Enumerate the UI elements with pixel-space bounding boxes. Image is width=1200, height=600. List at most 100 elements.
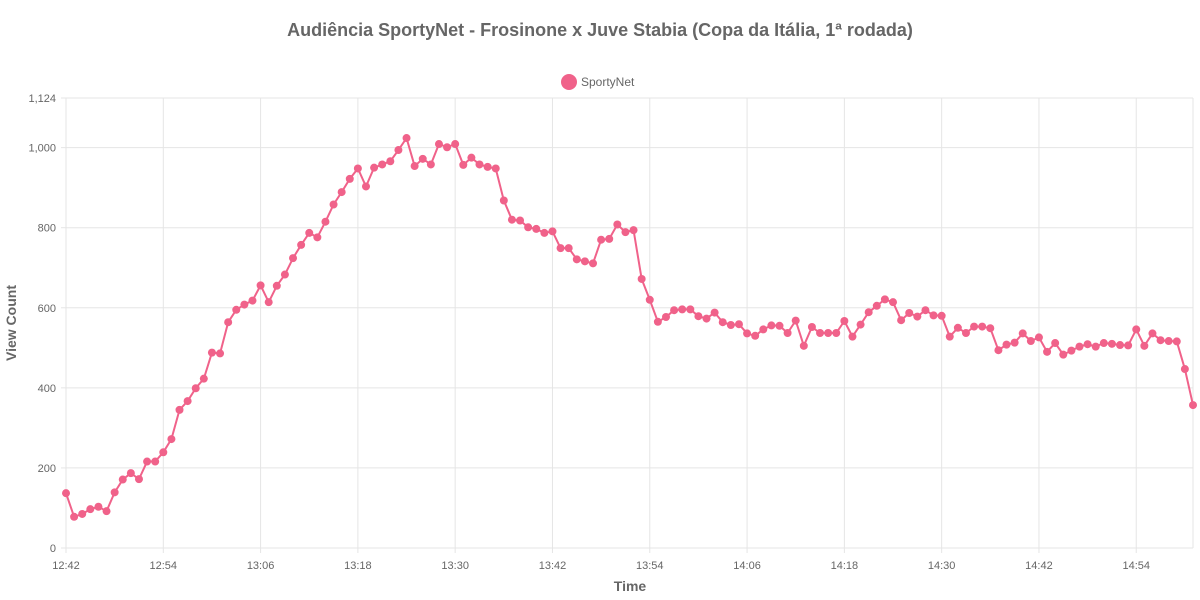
data-point[interactable] <box>1075 342 1084 351</box>
data-point[interactable] <box>605 234 614 243</box>
data-point[interactable] <box>824 329 833 338</box>
data-point[interactable] <box>443 143 452 152</box>
data-point[interactable] <box>661 312 670 321</box>
data-point[interactable] <box>1099 339 1108 348</box>
data-point[interactable] <box>524 223 533 232</box>
data-point[interactable] <box>451 140 460 149</box>
data-point[interactable] <box>994 346 1003 355</box>
data-point[interactable] <box>207 348 216 357</box>
data-point[interactable] <box>572 255 581 264</box>
data-point[interactable] <box>832 329 841 338</box>
data-point[interactable] <box>94 502 103 511</box>
data-point[interactable] <box>726 321 735 329</box>
data-point[interactable] <box>791 316 800 325</box>
data-point[interactable] <box>686 305 695 314</box>
data-point[interactable] <box>1051 339 1060 348</box>
data-point[interactable] <box>653 317 662 326</box>
data-point[interactable] <box>1148 329 1157 338</box>
data-point[interactable] <box>961 329 970 338</box>
data-point[interactable] <box>248 296 257 305</box>
data-point[interactable] <box>718 318 727 327</box>
data-point[interactable] <box>110 488 119 497</box>
data-point[interactable] <box>1156 336 1165 345</box>
data-point[interactable] <box>313 233 322 242</box>
data-point[interactable] <box>637 274 646 283</box>
data-point[interactable] <box>986 324 995 333</box>
data-point[interactable] <box>491 164 500 173</box>
data-point[interactable] <box>361 182 370 191</box>
data-point[interactable] <box>1026 337 1035 346</box>
data-point[interactable] <box>856 320 865 329</box>
data-point[interactable] <box>945 332 954 341</box>
data-point[interactable] <box>321 217 330 226</box>
data-point[interactable] <box>840 317 849 325</box>
data-point[interactable] <box>880 295 889 304</box>
data-point[interactable] <box>889 298 898 307</box>
data-point[interactable] <box>807 323 816 331</box>
data-point[interactable] <box>645 295 654 304</box>
data-point[interactable] <box>580 257 589 266</box>
data-point[interactable] <box>402 134 411 143</box>
data-point[interactable] <box>232 305 241 314</box>
data-point[interactable] <box>751 331 760 340</box>
data-point[interactable] <box>783 329 792 338</box>
data-point[interactable] <box>864 308 873 317</box>
data-point[interactable] <box>775 321 784 330</box>
data-point[interactable] <box>597 235 606 244</box>
data-point[interactable] <box>370 163 379 172</box>
data-point[interactable] <box>151 457 160 466</box>
data-point[interactable] <box>978 322 987 331</box>
data-point[interactable] <box>467 153 476 162</box>
data-point[interactable] <box>548 227 557 236</box>
data-point[interactable] <box>418 154 427 163</box>
data-point[interactable] <box>191 384 200 393</box>
data-point[interactable] <box>289 254 298 263</box>
data-point[interactable] <box>224 318 233 327</box>
data-point[interactable] <box>216 349 225 358</box>
data-point[interactable] <box>621 228 630 237</box>
data-point[interactable] <box>743 329 752 338</box>
data-point[interactable] <box>183 397 192 406</box>
data-point[interactable] <box>1180 365 1189 374</box>
data-point[interactable] <box>540 228 549 237</box>
data-point[interactable] <box>272 281 281 290</box>
data-point[interactable] <box>199 374 208 383</box>
data-point[interactable] <box>297 240 306 249</box>
data-point[interactable] <box>337 188 346 197</box>
data-point[interactable] <box>702 314 711 323</box>
data-point[interactable] <box>694 312 703 321</box>
data-point[interactable] <box>386 157 395 166</box>
data-point[interactable] <box>175 405 184 414</box>
data-point[interactable] <box>118 475 127 484</box>
data-point[interactable] <box>1189 401 1197 410</box>
data-point[interactable] <box>970 322 979 331</box>
data-point[interactable] <box>1059 350 1068 359</box>
data-point[interactable] <box>78 509 87 518</box>
data-point[interactable] <box>264 298 273 307</box>
data-point[interactable] <box>329 200 338 209</box>
data-point[interactable] <box>710 308 719 317</box>
data-point[interactable] <box>1083 340 1092 349</box>
data-point[interactable] <box>670 306 679 315</box>
data-point[interactable] <box>345 174 354 183</box>
data-point[interactable] <box>1034 333 1043 342</box>
data-point[interactable] <box>532 224 541 233</box>
data-point[interactable] <box>1132 325 1141 334</box>
data-point[interactable] <box>929 311 938 320</box>
data-point[interactable] <box>143 457 152 466</box>
data-point[interactable] <box>556 244 565 253</box>
data-point[interactable] <box>564 244 573 253</box>
data-point[interactable] <box>434 140 443 149</box>
data-point[interactable] <box>410 162 419 171</box>
data-point[interactable] <box>240 300 249 309</box>
data-point[interactable] <box>816 329 825 338</box>
data-point[interactable] <box>167 435 176 444</box>
data-point[interactable] <box>475 160 484 169</box>
data-point[interactable] <box>734 320 743 329</box>
data-point[interactable] <box>1124 341 1133 350</box>
data-point[interactable] <box>848 332 857 341</box>
data-point[interactable] <box>70 512 79 521</box>
data-point[interactable] <box>678 305 687 314</box>
data-point[interactable] <box>305 228 314 237</box>
data-point[interactable] <box>280 270 289 279</box>
